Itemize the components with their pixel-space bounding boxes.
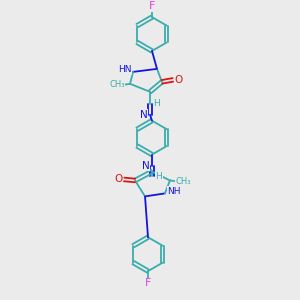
Text: H: H: [154, 99, 160, 108]
Text: O: O: [175, 75, 183, 85]
Text: CH₃: CH₃: [175, 177, 190, 186]
Text: F: F: [149, 1, 155, 11]
Text: N: N: [140, 110, 148, 120]
Text: F: F: [145, 278, 151, 288]
Text: O: O: [114, 175, 122, 184]
Text: N: N: [142, 160, 150, 170]
Text: HN: HN: [118, 65, 132, 74]
Text: H: H: [156, 172, 162, 181]
Text: CH₃: CH₃: [110, 80, 125, 89]
Text: NH: NH: [167, 187, 181, 196]
